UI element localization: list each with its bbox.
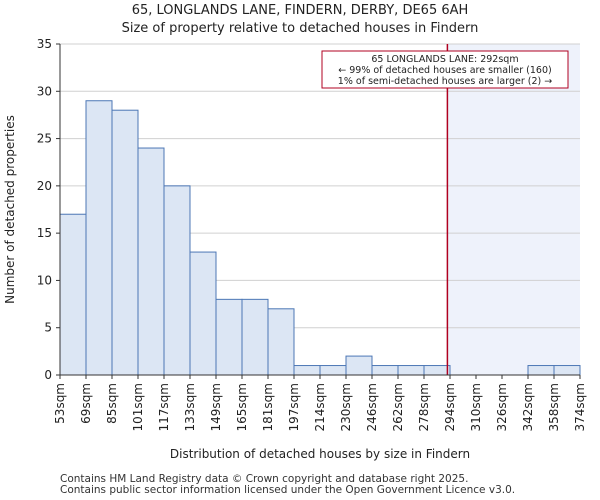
x-tick-label: 85sqm — [105, 383, 119, 424]
histogram-bar — [241, 298, 269, 376]
histogram-bar — [85, 100, 113, 376]
histogram-bar — [293, 365, 321, 376]
x-tick-label: 53sqm — [53, 383, 67, 424]
footer-credit-line1: Contains HM Land Registry data © Crown c… — [60, 473, 469, 485]
x-tick-label: 326sqm — [495, 383, 509, 431]
y-axis-title: Number of detached properties — [3, 115, 17, 304]
y-tick-label: 10 — [37, 273, 52, 287]
annotation-line1: 65 LONGLANDS LANE: 292sqm — [371, 54, 518, 65]
x-tick-label: 181sqm — [261, 383, 275, 431]
y-tick-label: 5 — [44, 321, 52, 335]
x-tick-label: 246sqm — [365, 383, 379, 431]
histogram-bar — [267, 308, 295, 376]
x-tick-label: 310sqm — [469, 383, 483, 431]
x-tick-label: 294sqm — [443, 383, 457, 431]
histogram-bar — [345, 355, 373, 376]
histogram-bar — [527, 365, 555, 376]
highlight-region — [447, 44, 580, 375]
y-tick-label: 0 — [44, 368, 52, 382]
y-tick-label: 20 — [37, 179, 52, 193]
chart-title-line1: 65, LONGLANDS LANE, FINDERN, DERBY, DE65… — [131, 3, 469, 18]
x-tick-label: 117sqm — [157, 383, 171, 431]
x-tick-label: 262sqm — [391, 383, 405, 431]
histogram-bar — [215, 298, 243, 376]
footer-credit-line2: Contains public sector information licen… — [60, 484, 516, 496]
x-tick-label: 230sqm — [339, 383, 353, 431]
x-tick-label: 278sqm — [417, 383, 431, 431]
y-tick-label: 30 — [37, 84, 52, 98]
x-tick-label: 69sqm — [79, 383, 93, 424]
histogram-bar — [59, 213, 87, 376]
histogram-bar — [189, 251, 217, 376]
x-tick-label: 133sqm — [183, 383, 197, 431]
chart-title-line2: Size of property relative to detached ho… — [121, 21, 479, 36]
annotation-line3: 1% of semi-detached houses are larger (2… — [338, 76, 552, 87]
x-tick-label: 214sqm — [313, 383, 327, 431]
x-tick-label: 342sqm — [521, 383, 535, 431]
histogram-bar — [137, 147, 165, 376]
x-tick-label: 101sqm — [131, 383, 145, 431]
annotation-box — [321, 50, 569, 89]
y-tick-label: 35 — [37, 37, 52, 51]
histogram-bar — [319, 365, 347, 376]
x-tick-label: 197sqm — [287, 383, 301, 431]
x-tick-label: 149sqm — [209, 383, 223, 431]
histogram-bar — [163, 185, 191, 376]
y-tick-label: 15 — [37, 226, 52, 240]
annotation-line2: ← 99% of detached houses are smaller (16… — [338, 65, 551, 76]
y-tick-label: 25 — [37, 132, 52, 146]
x-tick-label: 165sqm — [235, 383, 249, 431]
histogram-bar — [111, 109, 139, 376]
x-axis-title: Distribution of detached houses by size … — [170, 447, 470, 461]
x-tick-label: 374sqm — [573, 383, 587, 431]
histogram-bar — [371, 365, 399, 376]
x-tick-label: 358sqm — [547, 383, 561, 431]
histogram-bar — [397, 365, 425, 376]
histogram-bar — [423, 365, 451, 376]
histogram-bar — [553, 365, 581, 376]
